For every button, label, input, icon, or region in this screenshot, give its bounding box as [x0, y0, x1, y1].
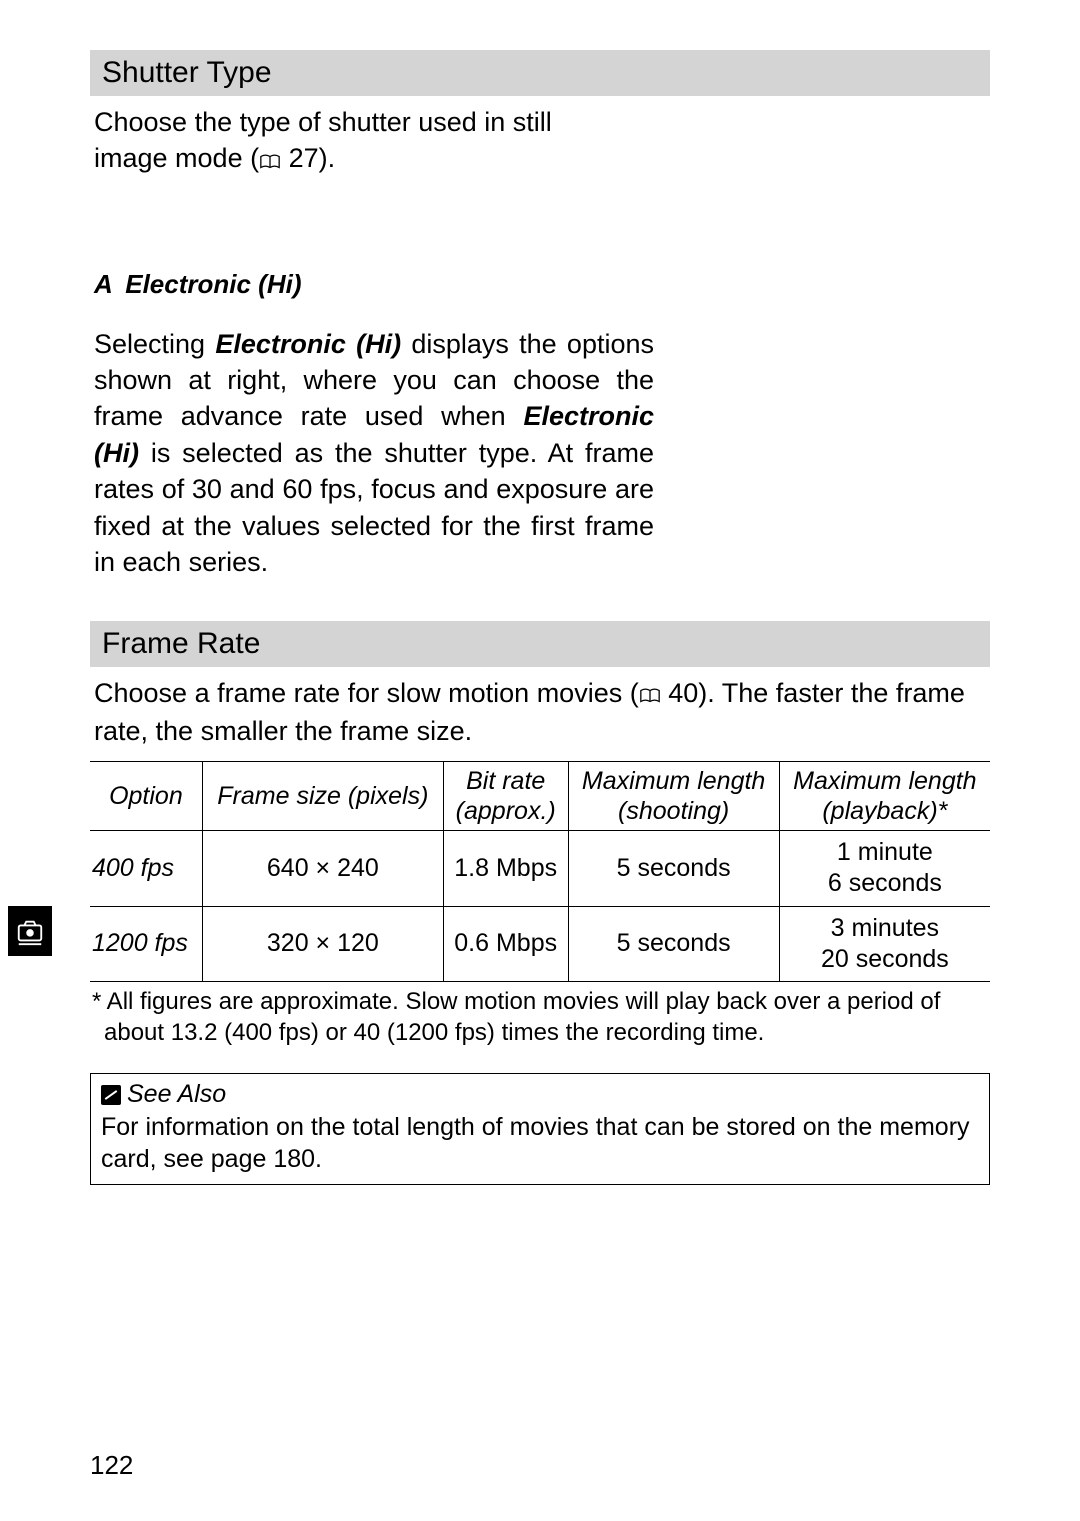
- page-number: 122: [90, 1450, 133, 1481]
- cell-frame-size: 320 × 120: [202, 906, 443, 982]
- cell-bit-rate: 0.6 Mbps: [443, 906, 568, 982]
- th-bit-rate: Bit rate (approx.): [443, 762, 568, 831]
- pencil-icon: [101, 1085, 121, 1105]
- page-ref-icon: [639, 676, 661, 712]
- frame-rate-table: Option Frame size (pixels) Bit rate (app…: [90, 761, 990, 982]
- text: 3 minutes: [831, 914, 939, 942]
- text: (approx.): [456, 797, 556, 825]
- text: Bit rate: [466, 767, 545, 795]
- cell-max-shoot: 5 seconds: [568, 906, 779, 982]
- shutter-type-intro: Choose the type of shutter used in still…: [90, 104, 618, 179]
- page-ref-icon: [259, 142, 281, 178]
- th-option: Option: [90, 762, 202, 831]
- th-max-play: Maximum length (playback)*: [779, 762, 990, 831]
- cell-max-play: 3 minutes 20 seconds: [779, 906, 990, 982]
- th-max-shoot: Maximum length (shooting): [568, 762, 779, 831]
- cell-max-shoot: 5 seconds: [568, 831, 779, 907]
- frame-rate-intro: Choose a frame rate for slow motion movi…: [90, 675, 990, 750]
- table-row: 400 fps 640 × 240 1.8 Mbps 5 seconds 1 m…: [90, 831, 990, 907]
- text: 27).: [289, 143, 336, 173]
- see-also-title: See Also: [101, 1080, 979, 1109]
- shutter-type-heading: Shutter Type: [90, 50, 990, 96]
- text: Choose a frame rate for slow motion movi…: [94, 678, 639, 708]
- text-emph: Electronic (Hi): [215, 329, 401, 359]
- text: (playback)*: [822, 797, 947, 825]
- text: Maximum length: [582, 767, 765, 795]
- cell-frame-size: 640 × 240: [202, 831, 443, 907]
- electronic-hi-subheading: A Electronic (Hi): [90, 269, 990, 300]
- text: (shooting): [618, 797, 729, 825]
- cell-option: 400 fps: [90, 831, 202, 907]
- text: 20 seconds: [821, 945, 949, 973]
- text: is selected as the shutter type. At fram…: [94, 438, 654, 577]
- table-row: 1200 fps 320 × 120 0.6 Mbps 5 seconds 3 …: [90, 906, 990, 982]
- text: Maximum length: [793, 767, 976, 795]
- text: Selecting: [94, 329, 215, 359]
- callout-title-text: Electronic (Hi): [125, 269, 301, 299]
- th-frame-size: Frame size (pixels): [202, 762, 443, 831]
- cell-option: 1200 fps: [90, 906, 202, 982]
- text: 1 minute: [837, 838, 933, 866]
- camera-tab-icon: [8, 906, 52, 956]
- cell-max-play: 1 minute 6 seconds: [779, 831, 990, 907]
- frame-rate-heading: Frame Rate: [90, 621, 990, 667]
- cell-bit-rate: 1.8 Mbps: [443, 831, 568, 907]
- frame-rate-footnote: * All figures are approximate. Slow moti…: [90, 986, 990, 1048]
- note-marker-icon: A: [94, 269, 118, 300]
- see-also-box: See Also For information on the total le…: [90, 1073, 990, 1185]
- electronic-hi-body: Selecting Electronic (Hi) displays the o…: [90, 326, 658, 581]
- text: See Also: [127, 1080, 226, 1108]
- text: 6 seconds: [828, 869, 942, 897]
- see-also-body: For information on the total length of m…: [101, 1111, 979, 1176]
